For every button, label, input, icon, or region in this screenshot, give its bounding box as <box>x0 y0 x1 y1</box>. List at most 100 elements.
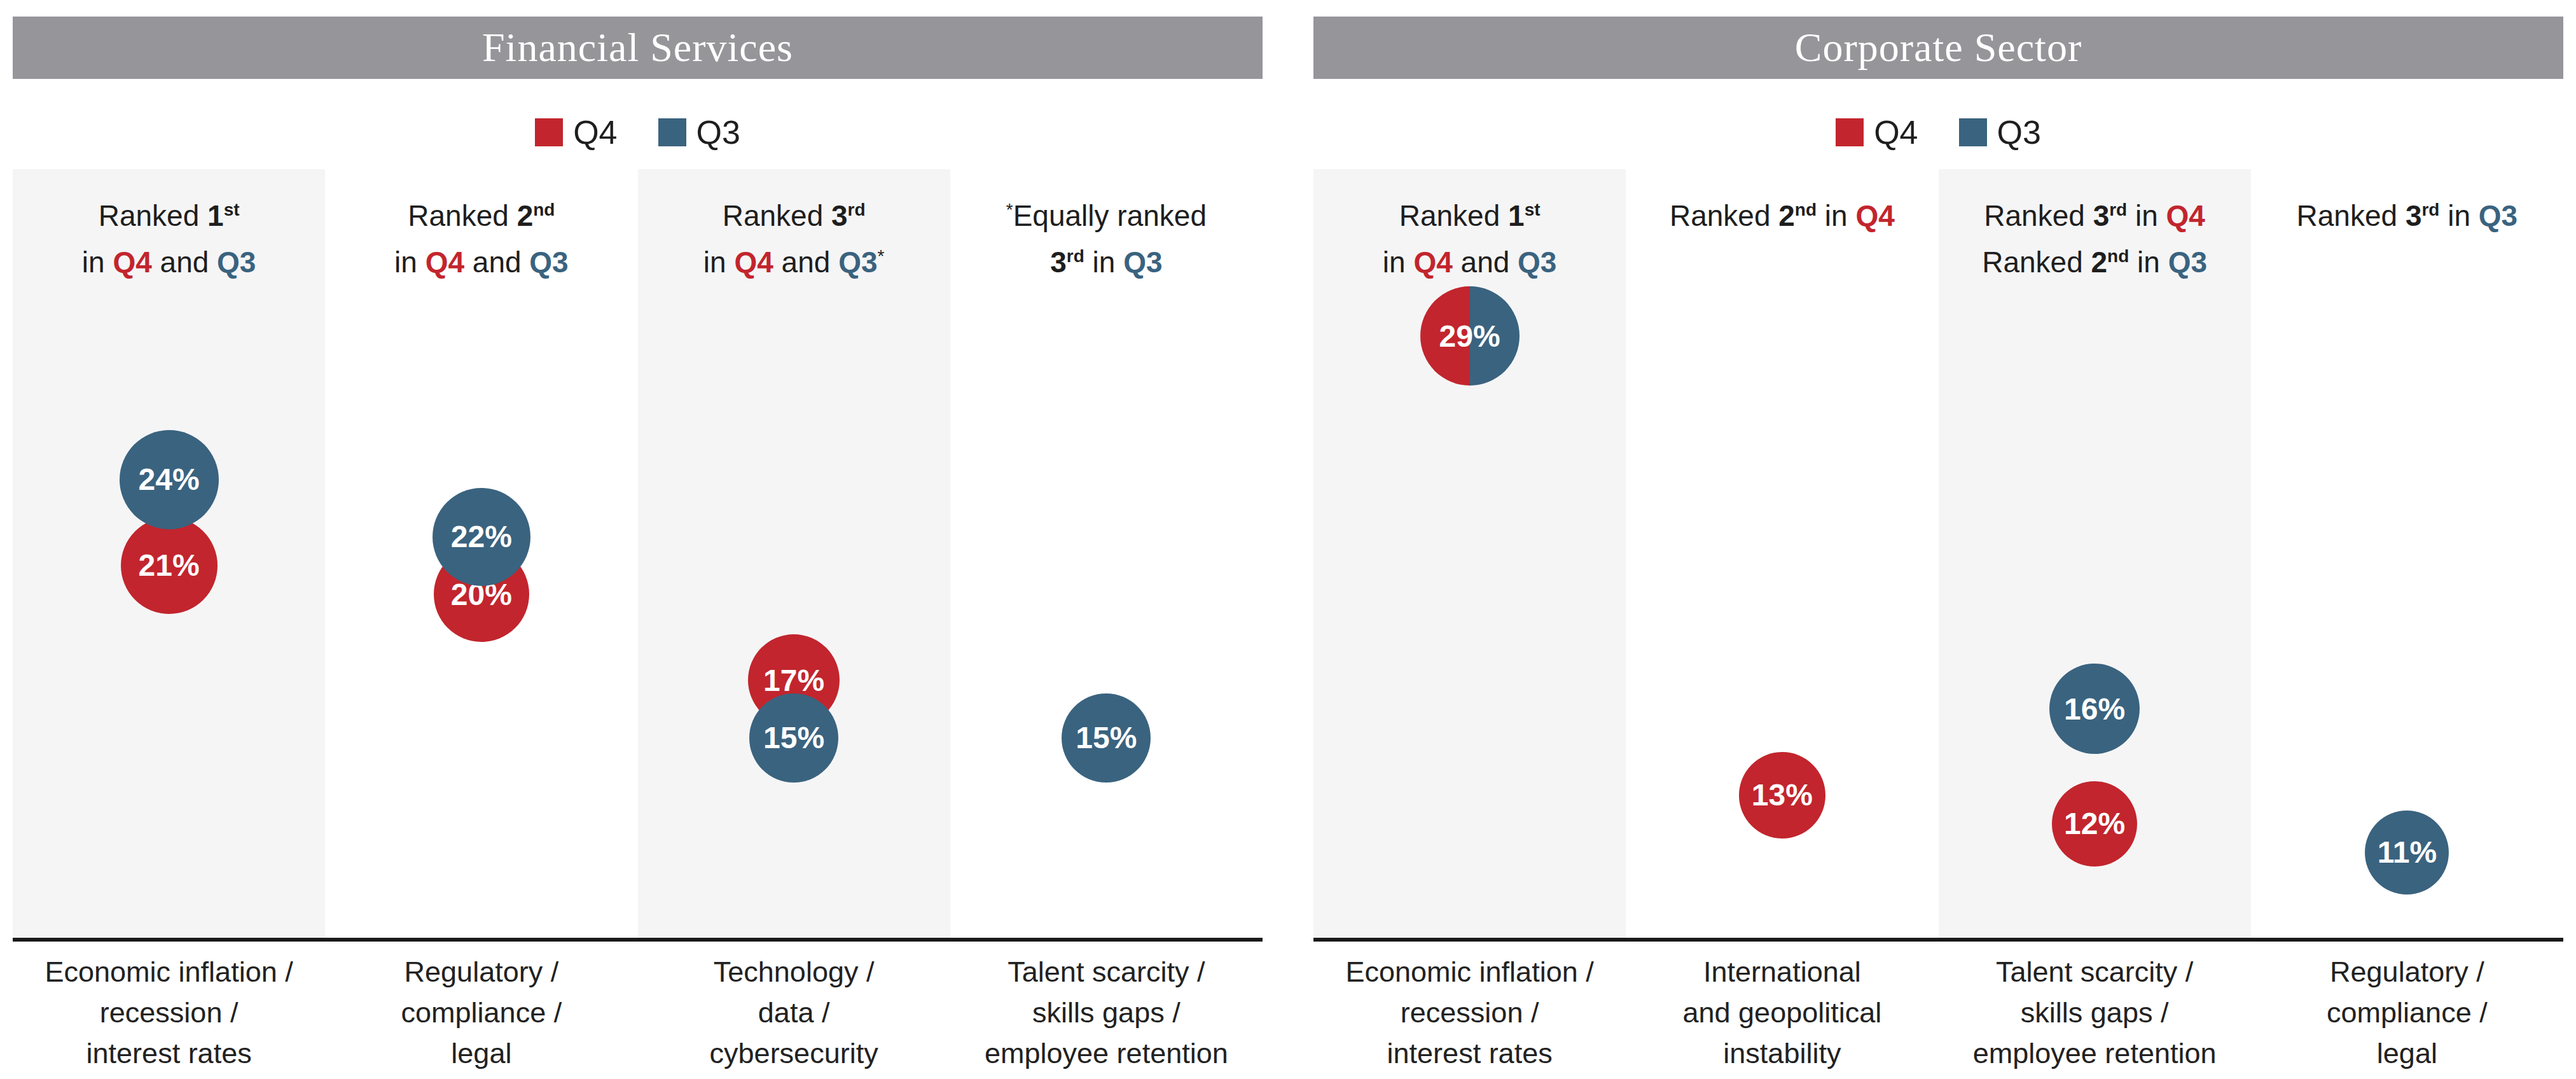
rank-annotation-segment: nd <box>533 200 555 219</box>
category-label-line: compliance / <box>2327 996 2488 1029</box>
rank-annotation: *Equally ranked3rd in Q3 <box>950 169 1263 288</box>
rank-annotation-segment: rd <box>2421 200 2439 219</box>
rank-annotation: Ranked 3rd in Q3 <box>2251 169 2563 241</box>
category-label: Talent scarcity /skills gaps /employee r… <box>1939 952 2251 1074</box>
rank-annotation-segment: 2 <box>2091 246 2108 279</box>
rank-annotation-segment: in <box>1084 246 1123 279</box>
legend-q4-swatch-icon <box>1836 118 1864 146</box>
category-label: Technology / data / cybersecurity <box>638 952 950 1074</box>
category-label-line: Regulatory / <box>405 956 559 988</box>
category-label-line: employee retention <box>985 1037 1228 1069</box>
panel-header-bar: Financial Services <box>13 17 1263 79</box>
rank-annotation-segment: Q4 <box>426 246 464 279</box>
rank-annotation-segment: in <box>2129 246 2168 279</box>
rank-annotation-segment: and <box>152 246 217 279</box>
rank-annotation-segment: Ranked <box>1982 246 2091 279</box>
rank-annotation: Ranked 3rdin Q4 and Q3* <box>638 169 950 288</box>
axis-line <box>13 938 1263 942</box>
chart-column: Ranked 3rd in Q4Ranked 2nd in Q316%12% <box>1939 169 2251 938</box>
category-label: Talent scarcity / skills gaps / employee r… <box>950 952 1263 1074</box>
category-label-line: data / <box>758 996 830 1029</box>
rank-annotation-segment: st <box>224 200 240 219</box>
rank-annotation-segment: Q4 <box>1413 246 1452 279</box>
rank-annotation-segment: Q3 <box>2479 199 2517 232</box>
chart-columns: Ranked 1stin Q4 and Q321%24%Ranked 2ndin… <box>13 169 1263 938</box>
category-label: Economic inflation / recession / interest … <box>13 952 325 1074</box>
rank-annotation-segment: 3 <box>831 199 848 232</box>
rank-annotation-segment: Q4 <box>734 246 773 279</box>
rank-annotation-segment: Ranked <box>1984 199 2093 232</box>
rank-annotation-segment: and <box>464 246 529 279</box>
category-label-line: recession / <box>1401 996 1539 1029</box>
rank-annotation-segment: Ranked <box>408 199 516 232</box>
rank-annotation-segment: Q3 <box>217 246 256 279</box>
category-label-line: legal <box>451 1037 511 1069</box>
bubble-q4-21: 21% <box>121 517 218 614</box>
rank-annotation-segment: 2 <box>517 199 534 232</box>
rank-annotation-segment: 3 <box>2093 199 2110 232</box>
rank-annotation-segment: Ranked <box>99 199 207 232</box>
rank-annotation-segment: in <box>1817 199 1855 232</box>
rank-annotation: Ranked 1stin Q4 and Q3 <box>1313 169 1626 283</box>
rank-annotation-segment: Ranked <box>1670 199 1778 232</box>
rank-annotation-segment: 3 <box>1050 246 1067 279</box>
rank-annotation-segment: 3 <box>2406 199 2422 232</box>
rank-annotation-segment: in <box>1383 246 1414 279</box>
rank-annotation-segment: Q4 <box>113 246 151 279</box>
bubble-both-29: 29% <box>1420 286 1520 386</box>
legend-label-q3: Q3 <box>1997 113 2041 151</box>
bubble-q3-24: 24% <box>120 430 219 529</box>
legend-label-q4: Q4 <box>573 113 617 151</box>
rank-annotation-segment: Q3 <box>1518 246 1556 279</box>
bubble-q3-15: 15% <box>749 693 838 783</box>
bubble-q4-12: 12% <box>2052 781 2137 867</box>
bubble-q3-16: 16% <box>2049 664 2140 754</box>
legend-item-q4: Q4 <box>1836 113 1918 151</box>
rank-annotation-segment: Equally ranked <box>1013 199 1207 232</box>
rank-annotation-segment: st <box>1525 200 1541 219</box>
rank-annotation-segment: Q3 <box>1123 246 1162 279</box>
panel-corporate-sector: Corporate Sector Q4 Q3 Ranked 1stin Q4 a… <box>1313 0 2563 1079</box>
legend: Q4 Q3 <box>1313 113 2563 151</box>
category-labels: Economic inflation /recession /interest … <box>1313 952 2563 1074</box>
category-label-line: Technology / <box>714 956 875 988</box>
category-label-line: skills gaps / <box>2021 996 2169 1029</box>
category-label-line: interest rates <box>87 1037 252 1069</box>
chart-column: Ranked 1stin Q4 and Q329% <box>1313 169 1626 938</box>
category-label: Regulatory /compliance /legal <box>2251 952 2563 1074</box>
rank-annotation-segment: in <box>82 246 113 279</box>
legend-item-q3: Q3 <box>1959 113 2041 151</box>
bubble-q3-11: 11% <box>2365 811 2449 895</box>
legend-item-q4: Q4 <box>535 113 617 151</box>
rank-annotation-segment: Q4 <box>1855 199 1894 232</box>
bubble-q4-13: 13% <box>1739 752 1825 839</box>
panel-title: Corporate Sector <box>1795 24 2082 71</box>
category-label-line: legal <box>2377 1037 2437 1069</box>
rank-annotation-segment: rd <box>848 200 866 219</box>
legend-q3-swatch-icon <box>658 118 686 146</box>
category-label-line: Talent scarcity / <box>1008 956 1205 988</box>
rank-annotation-segment: in <box>703 246 735 279</box>
rank-annotation-segment: Q3 <box>838 246 877 279</box>
category-label-line: recession / <box>100 996 239 1029</box>
rank-annotation-segment: nd <box>1795 200 1817 219</box>
rank-annotation-segment: Ranked <box>1399 199 1508 232</box>
rank-annotation-segment: Q4 <box>2166 199 2205 232</box>
category-label-line: employee retention <box>1973 1037 2217 1069</box>
panel-header-bar: Corporate Sector <box>1313 17 2563 79</box>
category-label-line: interest rates <box>1387 1037 1553 1069</box>
rank-annotation-segment: in <box>394 246 426 279</box>
rank-annotation: Ranked 1stin Q4 and Q3 <box>13 169 325 283</box>
chart-column: Ranked 2nd in Q413% <box>1626 169 1938 938</box>
category-label: Internationaland geopoliticalinstability <box>1626 952 1938 1074</box>
rank-annotation-segment: in <box>2439 199 2478 232</box>
rank-annotation-segment: * <box>878 246 885 266</box>
chart-column: Ranked 3rdin Q4 and Q3*17%15% <box>638 169 950 938</box>
bubble-q3-22: 22% <box>433 488 530 586</box>
category-label-line: International <box>1703 956 1861 988</box>
category-label-line: skills gaps / <box>1032 996 1181 1029</box>
rank-annotation-segment: rd <box>1067 246 1084 266</box>
chart-column: *Equally ranked3rd in Q315% <box>950 169 1263 938</box>
category-label-line: cybersecurity <box>710 1037 878 1069</box>
category-label-line: Economic inflation / <box>45 956 293 988</box>
